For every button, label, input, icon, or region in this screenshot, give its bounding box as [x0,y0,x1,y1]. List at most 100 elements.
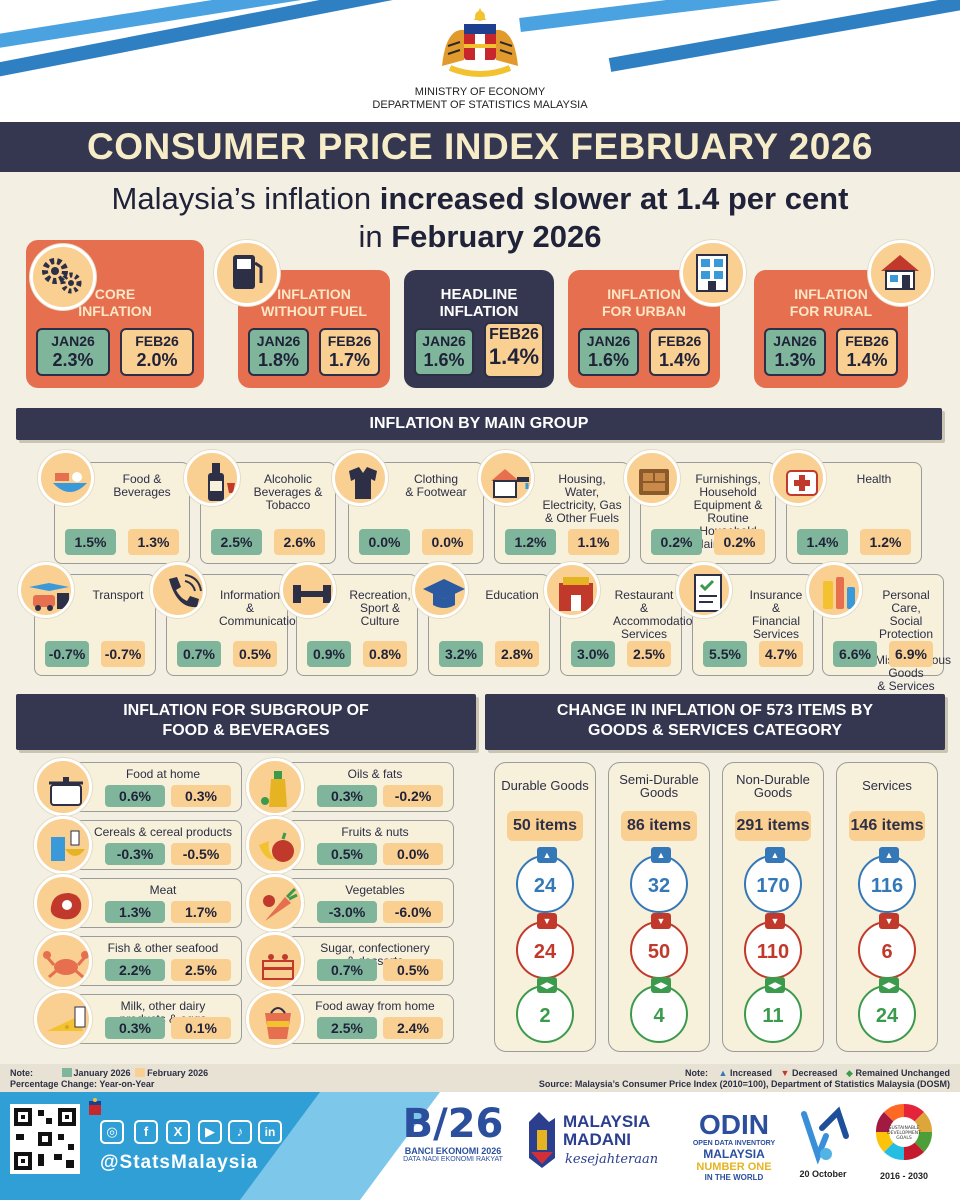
subgroup-header-line: FOOD & BEVERAGES [162,722,330,739]
unchanged-count: 11 [762,1005,784,1027]
label-line: Services [862,778,912,793]
group-name: Clothing & Footwear [395,473,477,499]
jan-swatch [61,1068,72,1077]
label-line: Tobacco [265,498,311,512]
group-name: Alcoholic Beverages & Tobacco [247,473,329,512]
group-card: Transport -0.7% -0.7% [34,574,156,676]
feb-pill: 4.7% [759,641,803,667]
group-name: Recreation, Sport & Culture [349,589,411,628]
increased-count: 170 [756,875,790,897]
subgroup-card: Food at home 0.6% 0.3% [70,762,242,812]
feb-label: FEB26 [845,333,889,349]
label-line: Information [219,588,281,602]
increased-icon: ▲ [879,847,899,863]
madani-tagline: kesejahteraan [565,1152,659,1167]
label-line: Durable Goods [501,778,589,793]
jan-pill: -3.0% [317,901,377,923]
category-name: Services [837,779,937,792]
youtube-icon[interactable]: ▶ [198,1120,222,1144]
feb-swatch [135,1068,146,1077]
crab-icon [34,932,92,990]
jan-value-box: JAN26 2.3% [36,328,110,376]
instagram-icon[interactable]: ◎ [100,1120,124,1144]
feb-value: 2.0% [136,350,178,370]
headline-text: in [358,219,392,254]
inflation-card: HEADLINE INFLATION JAN26 1.6% FEB26 1.4% [404,270,554,388]
decreased-icon: ▼ [537,913,557,929]
coat-of-arms-icon [442,8,518,77]
feb-label: FEB26 [657,333,702,349]
personal-care-icon [806,562,862,618]
sdg-wheel-icon: SUSTAINABLE DEVELOPMENT GOALS [875,1103,933,1161]
gears-icon [30,244,96,310]
label-line: Semi-Durable [619,772,699,787]
restaurant-icon [544,562,600,618]
decreased-count-badge: 110 ▼ [744,913,802,979]
inflation-card: INFLATION FOR URBAN JAN26 1.6% FEB26 1.4% [568,270,720,388]
food-bowl-icon [38,450,94,506]
fuel-pump-icon [214,240,280,306]
unchanged-icon: ◀▶ [765,977,785,993]
tiktok-icon[interactable]: ♪ [228,1120,252,1144]
jan-pill: 3.2% [439,641,483,667]
jan-pill: 2.2% [105,959,165,981]
card-title-line: INFLATION [78,303,152,319]
label-line: & Services [877,679,935,693]
feb-label: FEB26 [327,333,372,349]
x-twitter-icon[interactable]: X [166,1120,190,1144]
subgroup-card: Oils & fats 0.3% -0.2% [282,762,454,812]
jan-pill: 0.7% [177,641,221,667]
feb-value-box: FEB26 2.0% [120,328,194,376]
label-line: Fish & other seafood [107,941,219,955]
note-label-right: Note: [685,1068,709,1078]
label-line: & Footwear [405,485,467,499]
increased-count: 116 [870,875,904,897]
feb-pill: 2.4% [383,1017,443,1039]
subgroup-card: Meat 1.3% 1.7% [70,878,242,928]
label-line: Alcoholic [263,472,313,486]
document-icon [676,562,732,618]
label-line: Clothing [413,472,459,486]
unchanged-count-badge: 24 ◀▶ [858,977,916,1043]
increased-count: 24 [533,875,557,897]
feb-pill: 2.5% [627,641,671,667]
subgroup-name: Food away from home [301,1000,449,1013]
jan-pill: 0.9% [307,641,351,667]
item-count: 291 items [735,811,811,841]
banci-title: BANCI EKONOMI 2026 [404,1146,502,1156]
feb-pill: 6.9% [889,641,933,667]
jan-value-box: JAN26 1.8% [248,328,309,376]
label-line: & Communication [219,601,303,628]
house-icon [868,240,934,306]
feb-value-box: FEB26 1.4% [484,322,544,378]
oil-bottle-icon [246,758,304,816]
subgroup-name: Meat [89,884,237,897]
sdg-text-1: SUSTAINABLE [889,1125,920,1131]
jan-pill: -0.7% [45,641,89,667]
sdg-years: 2016 - 2030 [879,1171,929,1181]
decreased-count: 24 [533,941,557,963]
jan-legend: January 2026 [73,1068,131,1078]
ministry-line: MINISTRY OF ECONOMY [414,86,546,98]
feb-pill: 1.2% [860,529,911,555]
headline: Malaysia’s inflation increased slower at… [0,180,960,256]
odin-logo: ODIN OPEN DATA INVENTORY MALAYSIA NUMBER… [684,1110,784,1183]
label-line: Meat [149,883,177,897]
label-line: Food at home [125,767,201,781]
subgroup-card: Fish & other seafood 2.2% 2.5% [70,936,242,986]
group-name: Food & Beverages [101,473,183,499]
item-count: 86 items [621,811,697,841]
decreased-icon: ▼ [780,1068,790,1078]
fruit-icon [246,816,304,874]
card-title: INFLATION FOR RURAL [754,286,908,320]
house-tap-icon [478,450,534,506]
label-line: Restaurant & [614,588,674,615]
social-handle[interactable]: @StatsMalaysia [100,1152,259,1173]
card-title-line: INFLATION [794,286,868,302]
facebook-icon[interactable]: f [134,1120,158,1144]
card-title: HEADLINE INFLATION [404,286,554,320]
qr-code-icon[interactable] [10,1104,80,1174]
feb-pill: 0.0% [422,529,473,555]
linkedin-icon[interactable]: in [258,1120,282,1144]
label-line: Sport & Culture [359,601,401,628]
